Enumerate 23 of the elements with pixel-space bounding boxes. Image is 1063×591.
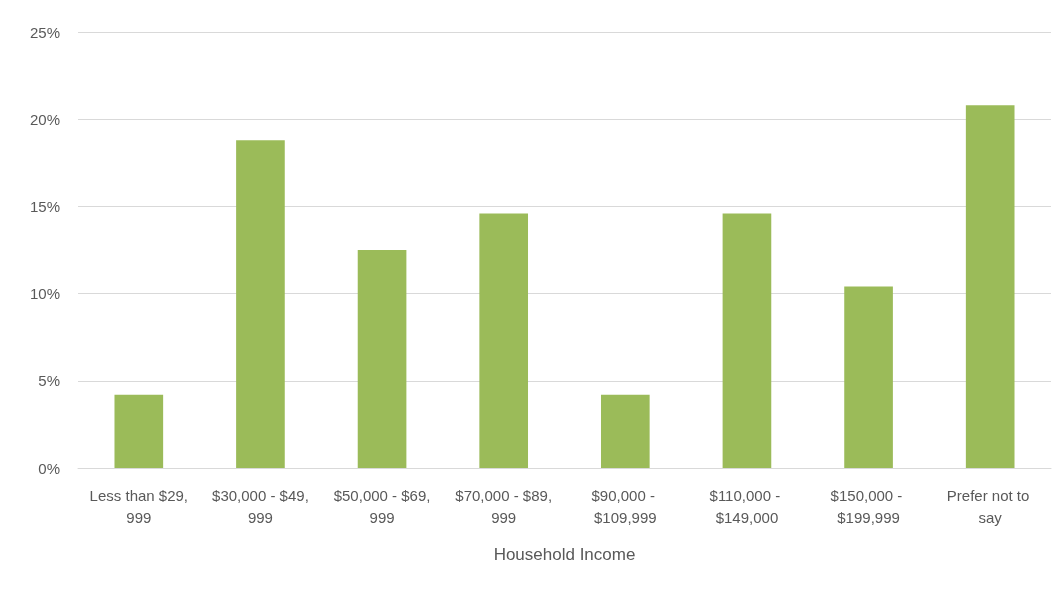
- bar: [114, 394, 164, 468]
- x-tick-label: Prefer not to say: [946, 486, 1034, 526]
- x-tick-label: Less than $29,999: [89, 486, 189, 526]
- x-tick-label: $150,000 - $199,999: [830, 486, 907, 526]
- bar: [844, 286, 893, 468]
- bar: [965, 105, 1015, 468]
- y-tick-label: 0%: [38, 459, 60, 477]
- y-tick-label: 20%: [29, 110, 60, 128]
- x-tick-label: $30,000 - $49,999: [212, 486, 309, 526]
- y-tick-label: 25%: [29, 23, 60, 41]
- bar: [479, 213, 529, 468]
- x-tick-label: $110,000 - $149,000: [709, 486, 785, 526]
- x-tick-label: $90,000 - $109,999: [591, 486, 660, 526]
- bar: [722, 213, 772, 468]
- bar: [357, 250, 407, 468]
- x-tick-label: $50,000 - $69,999: [333, 486, 431, 526]
- bar: [600, 394, 650, 468]
- y-tick-label: 15%: [29, 197, 60, 215]
- y-tick-label: 10%: [29, 285, 60, 303]
- y-tick-label: 5%: [38, 372, 60, 390]
- x-tick-label: $70,000 - $89,999: [455, 486, 553, 526]
- x-axis-title: Household Income: [493, 545, 636, 564]
- bar: [236, 140, 285, 468]
